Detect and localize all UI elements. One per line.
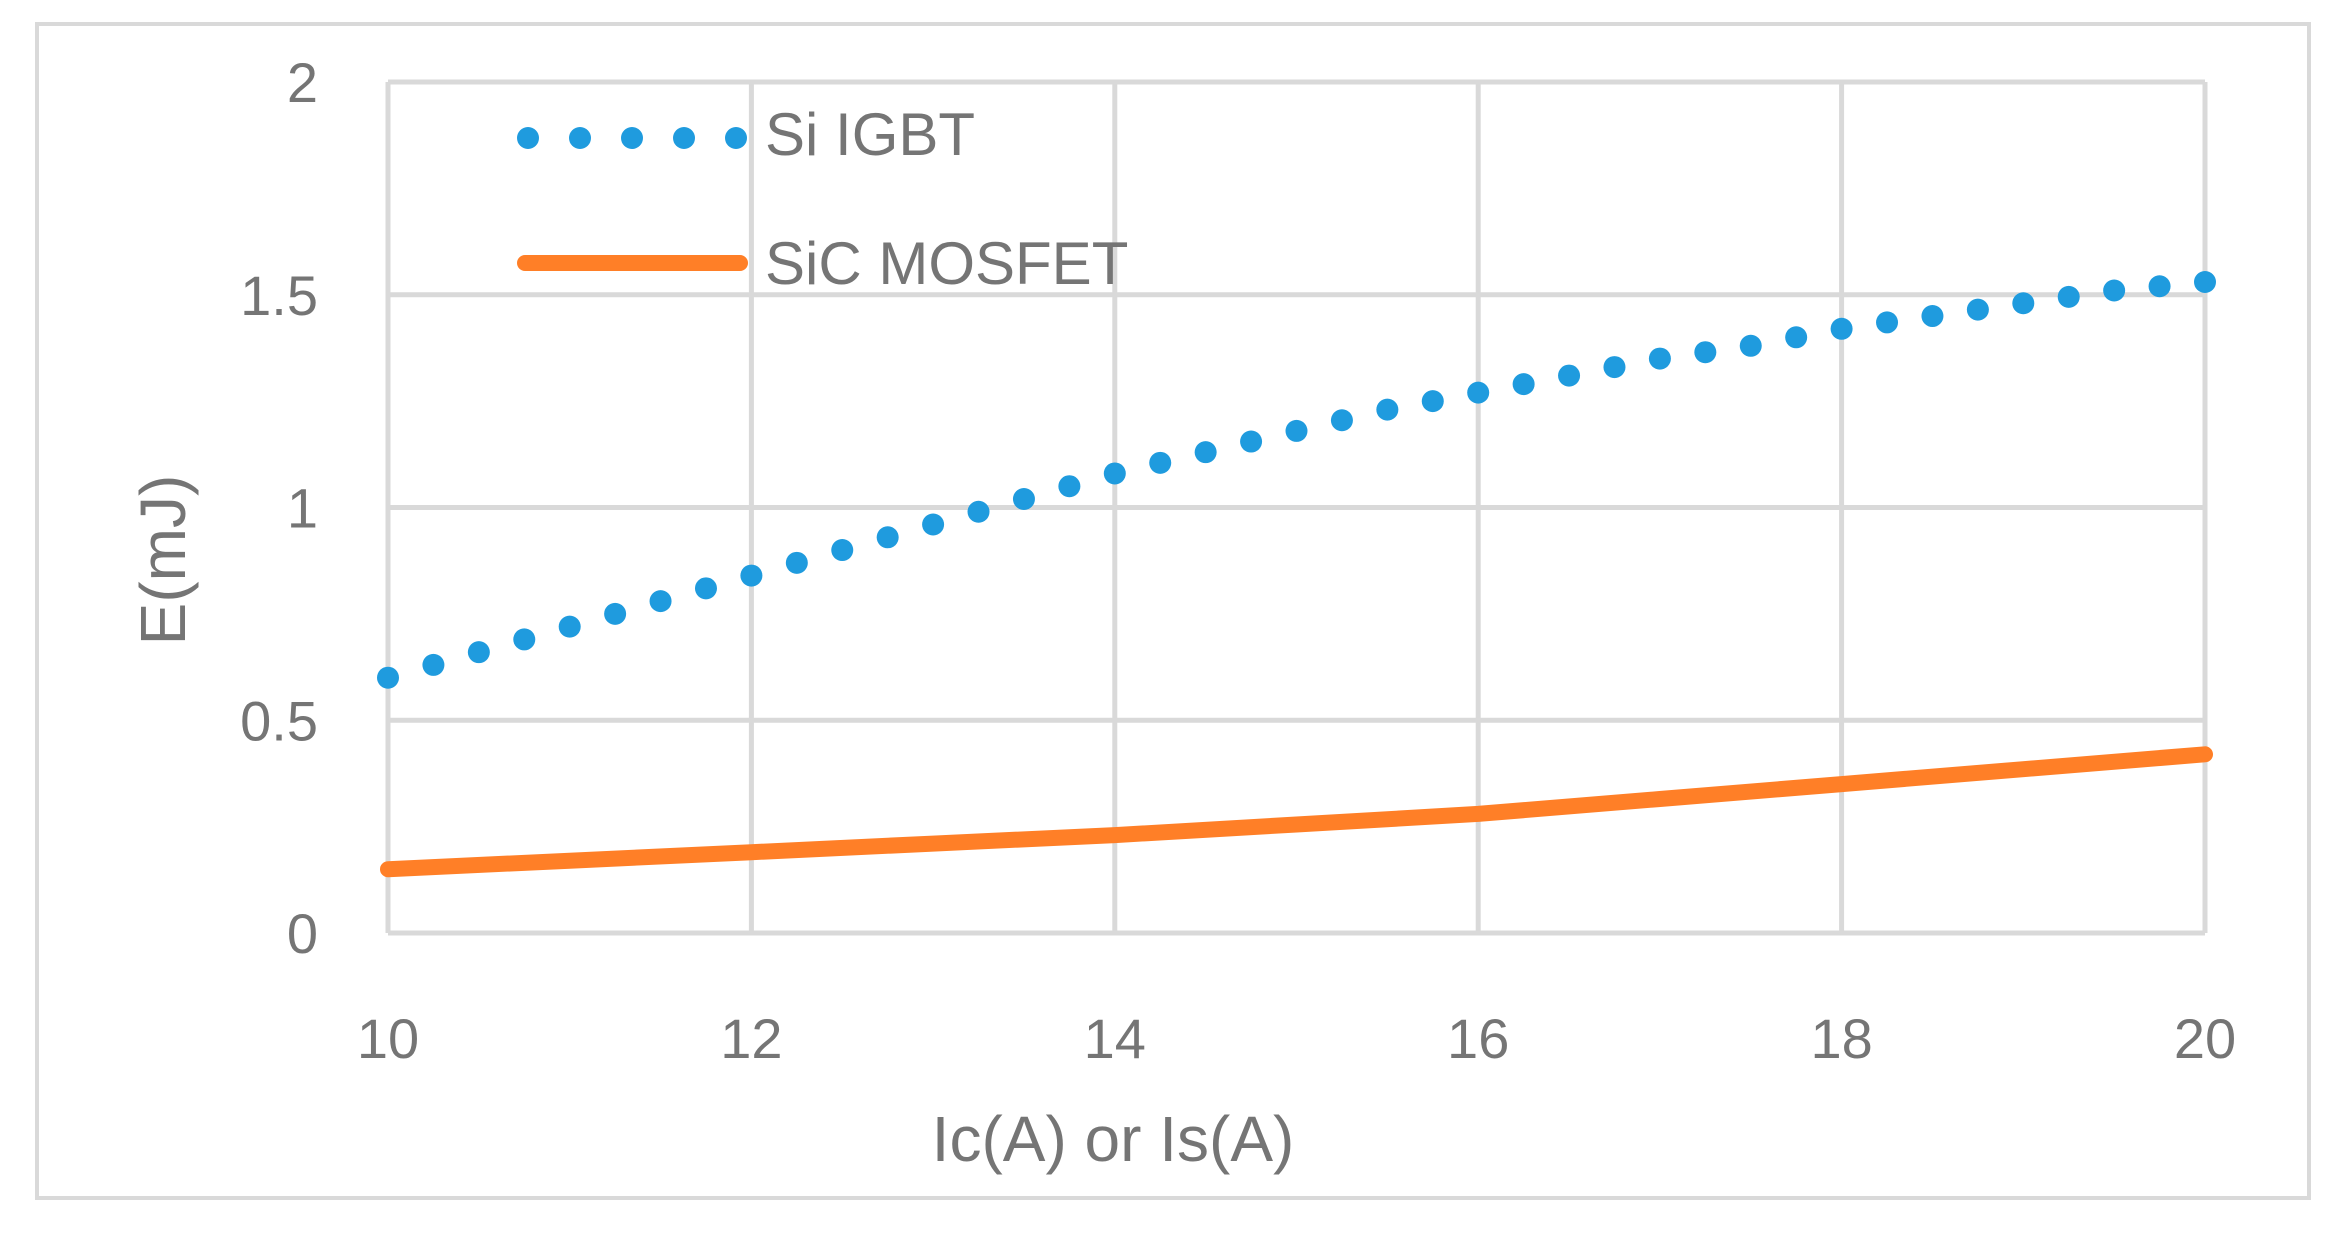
data-point-si-igbt	[1830, 317, 1853, 340]
legend-dot	[621, 127, 643, 149]
x-tick-label: 18	[1810, 1007, 1872, 1070]
legend-dot	[517, 127, 539, 149]
data-point-si-igbt	[422, 653, 445, 676]
x-tick-label: 10	[357, 1007, 419, 1070]
data-point-si-igbt	[740, 564, 763, 587]
data-point-si-igbt	[1648, 347, 1671, 370]
y-axis-title: E(mJ)	[127, 475, 199, 646]
data-point-si-igbt	[513, 628, 536, 651]
data-point-si-igbt	[2148, 275, 2171, 298]
data-point-si-igbt	[2012, 292, 2035, 315]
data-point-si-igbt	[1285, 419, 1308, 442]
x-tick-label: 20	[2174, 1007, 2236, 1070]
x-tick-label: 12	[720, 1007, 782, 1070]
data-point-si-igbt	[967, 500, 990, 523]
legend-swatch-si-igbt	[517, 127, 747, 149]
data-point-si-igbt	[785, 551, 808, 574]
data-point-si-igbt	[1194, 441, 1217, 464]
data-point-si-igbt	[1558, 364, 1581, 387]
y-tick-label: 0.5	[240, 689, 318, 752]
y-tick-label: 1	[287, 477, 318, 540]
data-point-si-igbt	[694, 577, 717, 600]
data-point-si-igbt	[604, 602, 627, 625]
data-point-si-igbt	[831, 539, 854, 562]
data-point-si-igbt	[649, 590, 672, 613]
data-point-si-igbt	[2194, 270, 2216, 293]
data-point-si-igbt	[1467, 381, 1490, 404]
data-point-si-igbt	[1421, 390, 1444, 413]
data-point-si-igbt	[2057, 285, 2080, 308]
data-point-si-igbt	[1739, 334, 1762, 357]
data-point-si-igbt	[1012, 487, 1035, 510]
data-point-si-igbt	[1921, 305, 1944, 328]
data-point-si-igbt	[922, 513, 945, 536]
legend-dot	[673, 127, 695, 149]
data-point-si-igbt	[876, 526, 899, 549]
grid	[385, 79, 2208, 936]
data-point-si-igbt	[558, 615, 581, 638]
data-point-si-igbt	[1103, 462, 1126, 485]
legend: Si IGBT SiC MOSFET	[517, 101, 1128, 297]
chart-frame	[35, 22, 2311, 1200]
data-point-si-igbt	[1058, 475, 1081, 498]
data-point-si-igbt	[1966, 298, 1989, 321]
y-tick-label: 2	[287, 51, 318, 114]
legend-label-sic-mosfet: SiC MOSFET	[765, 230, 1128, 297]
data-point-si-igbt	[377, 666, 399, 689]
legend-dot	[569, 127, 591, 149]
y-tick-label: 1.5	[240, 264, 318, 327]
data-point-si-igbt	[2103, 279, 2126, 302]
x-axis-title: Ic(A) or Is(A)	[932, 1103, 1295, 1175]
x-tick-label: 16	[1447, 1007, 1509, 1070]
data-point-si-igbt	[1376, 398, 1399, 421]
legend-dot	[725, 127, 747, 149]
legend-label-si-igbt: Si IGBT	[765, 101, 975, 168]
data-point-si-igbt	[1785, 326, 1808, 349]
data-point-si-igbt	[1512, 373, 1535, 396]
data-point-si-igbt	[1149, 451, 1172, 474]
x-tick-label: 14	[1084, 1007, 1146, 1070]
series-line-sic-mosfet	[380, 746, 2213, 878]
data-point-si-igbt	[1876, 311, 1899, 334]
data-point-si-igbt	[1330, 409, 1353, 432]
series-layer	[377, 270, 2216, 878]
ticks-layer: 10 12 14 16 18 20 0 0.5 1 1.5 2	[240, 51, 2236, 1070]
data-point-si-igbt	[1240, 430, 1263, 453]
y-tick-label: 0	[287, 902, 318, 965]
data-point-si-igbt	[1603, 356, 1626, 379]
data-point-si-igbt	[467, 641, 490, 664]
data-point-si-igbt	[1694, 341, 1717, 364]
